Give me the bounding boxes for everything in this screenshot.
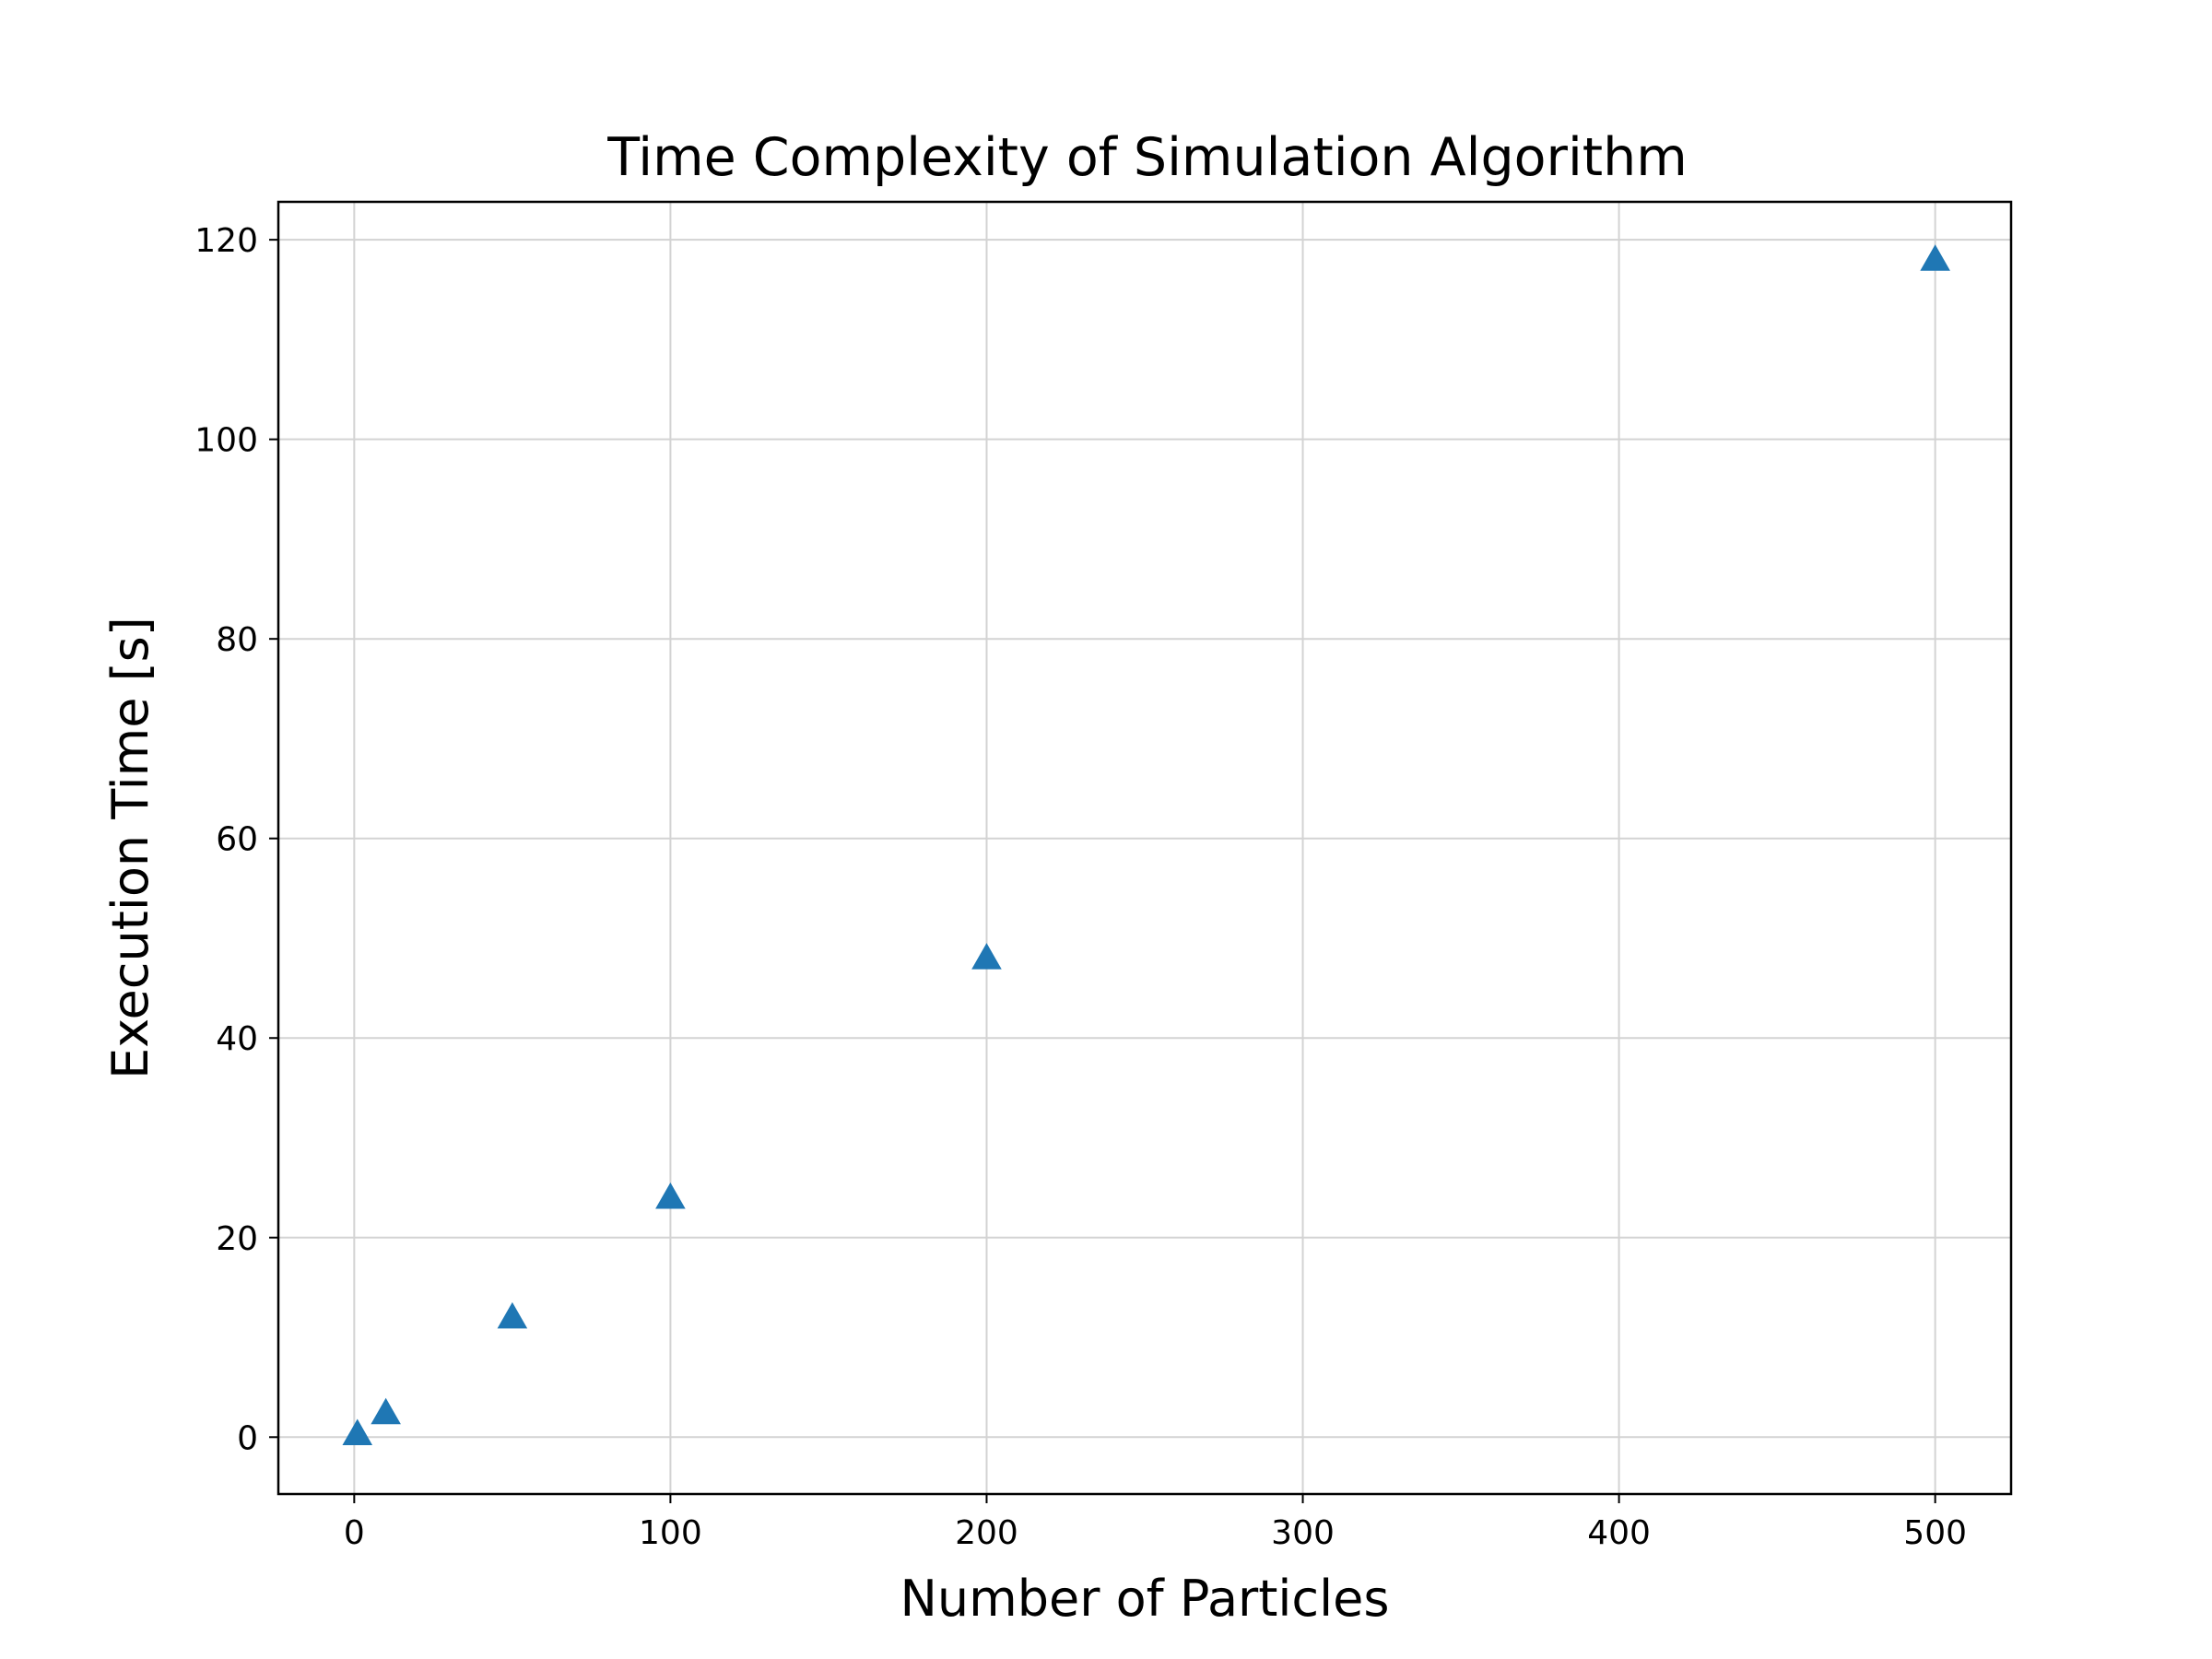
y-tick-label: 100 — [194, 422, 258, 460]
x-tick-label: 300 — [1271, 1514, 1335, 1552]
x-tick-label: 500 — [1903, 1514, 1967, 1552]
data-point — [971, 943, 1002, 970]
data-point — [1920, 244, 1950, 271]
x-tick-label: 0 — [344, 1514, 365, 1552]
y-tick-label: 0 — [237, 1419, 258, 1457]
data-point — [497, 1301, 528, 1329]
y-tick-label: 20 — [216, 1220, 258, 1258]
data-point — [371, 1397, 401, 1425]
y-axis-label: Execution Time [s] — [101, 617, 159, 1079]
x-tick-label: 200 — [955, 1514, 1018, 1552]
axis-ticks: 0 100 200 300 400 500 0 20 40 60 80 100 120 — [194, 222, 1967, 1552]
data-point — [342, 1418, 373, 1446]
grid — [278, 202, 2011, 1494]
x-tick-label: 100 — [639, 1514, 702, 1552]
plot-frame — [276, 200, 2013, 1496]
chart-title: Time Complexity of Simulation Algorithm — [606, 127, 1688, 188]
data-points — [342, 244, 1950, 1446]
x-tick-label: 400 — [1587, 1514, 1651, 1552]
data-point — [655, 1182, 686, 1209]
y-tick-label: 60 — [216, 821, 258, 859]
y-tick-label: 40 — [216, 1020, 258, 1058]
y-tick-label: 120 — [194, 222, 258, 260]
x-axis-label: Number of Particles — [900, 1570, 1390, 1628]
y-tick-label: 80 — [216, 621, 258, 659]
